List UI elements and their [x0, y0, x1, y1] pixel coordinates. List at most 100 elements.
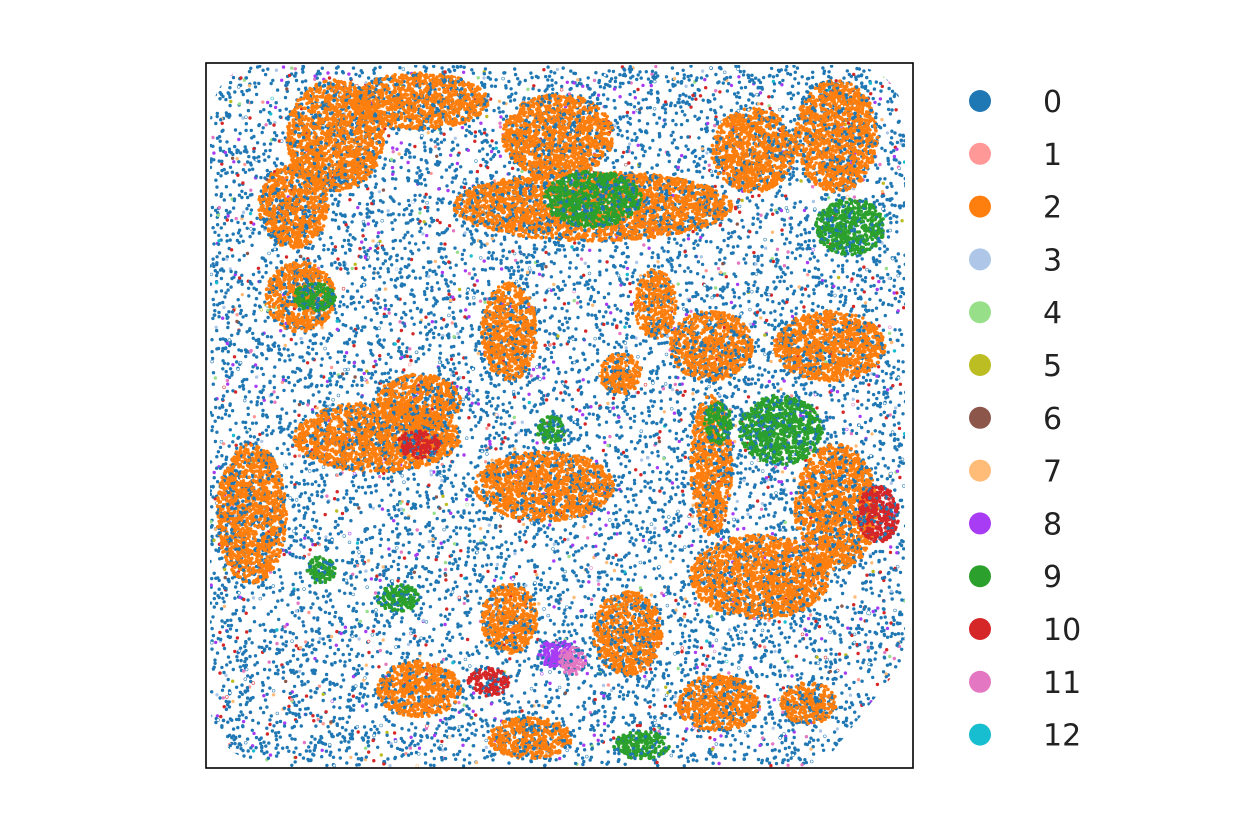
- point-cluster-0: [408, 155, 412, 159]
- point-cluster-0: [468, 408, 472, 412]
- point-cluster-0: [595, 375, 599, 380]
- point-cluster-0: [262, 152, 266, 156]
- point-cluster-6: [353, 375, 357, 379]
- point-cluster-0: [522, 691, 527, 695]
- point-cluster-0: [414, 613, 418, 617]
- point-cluster-0: [277, 617, 281, 622]
- point-cluster-0: [465, 227, 470, 231]
- point-cluster-0: [474, 589, 479, 593]
- point-cluster-10: [268, 722, 272, 727]
- point-cluster-0: [248, 654, 252, 659]
- point-cluster-10: [777, 620, 781, 624]
- point-cluster-8: [835, 390, 840, 394]
- point-cluster-0: [753, 349, 758, 353]
- point-cluster-0: [665, 462, 669, 466]
- point-cluster-0: [211, 615, 215, 619]
- point-cluster-0: [290, 430, 294, 434]
- point-cluster-0: [723, 756, 727, 760]
- point-cluster-0: [778, 669, 782, 673]
- point-cluster-10: [699, 646, 704, 650]
- point-cluster-0: [873, 657, 877, 661]
- point-cluster-0: [883, 177, 887, 181]
- point-cluster-0: [855, 627, 859, 631]
- point-cluster-0: [763, 622, 767, 626]
- point-cluster-0: [715, 628, 720, 632]
- point-cluster-0: [416, 742, 420, 746]
- point-cluster-0: [655, 121, 659, 125]
- point-cluster-0: [745, 482, 749, 486]
- point-cluster-0: [756, 286, 760, 291]
- point-cluster-0: [220, 454, 224, 458]
- point-cluster-10: [244, 611, 248, 615]
- point-cluster-0: [213, 591, 217, 595]
- point-cluster-0: [798, 254, 803, 258]
- point-cluster-0: [572, 734, 577, 738]
- point-cluster-0: [825, 193, 829, 197]
- point-cluster-0: [485, 722, 489, 726]
- point-cluster-0: [433, 325, 437, 330]
- point-cluster-0: [669, 576, 673, 580]
- point-cluster-0: [793, 256, 798, 261]
- point-cluster-0: [300, 683, 304, 687]
- point-cluster-0: [481, 157, 485, 162]
- point-cluster-8: [364, 629, 368, 634]
- point-cluster-0: [586, 302, 590, 306]
- point-cluster-0: [259, 366, 264, 371]
- point-cluster-0: [583, 519, 587, 523]
- point-cluster-12: [499, 576, 503, 580]
- point-cluster-0: [459, 65, 463, 69]
- point-cluster-3: [251, 596, 256, 600]
- point-cluster-0: [863, 174, 867, 179]
- point-cluster-0: [806, 243, 810, 248]
- point-cluster-0: [893, 632, 897, 637]
- point-cluster-0: [386, 538, 391, 542]
- point-cluster-0: [800, 75, 804, 79]
- point-cluster-0: [560, 75, 564, 80]
- point-cluster-0: [676, 446, 680, 451]
- point-cluster-0: [760, 198, 765, 203]
- point-cluster-0: [297, 712, 301, 716]
- point-cluster-0: [552, 622, 556, 626]
- point-cluster-0: [319, 715, 323, 719]
- point-cluster-10: [369, 298, 373, 302]
- point-cluster-0: [615, 562, 619, 567]
- point-cluster-0: [551, 527, 555, 531]
- point-cluster-0: [371, 475, 375, 479]
- point-cluster-8: [767, 379, 771, 384]
- point-cluster-0: [435, 516, 439, 521]
- point-cluster-0: [568, 261, 573, 265]
- point-cluster-0: [402, 283, 407, 287]
- point-cluster-0: [587, 412, 591, 416]
- point-cluster-8: [455, 161, 460, 166]
- point-cluster-0: [297, 482, 301, 486]
- point-cluster-0: [363, 478, 368, 482]
- point-cluster-0: [354, 609, 358, 614]
- point-cluster-0: [883, 557, 887, 561]
- point-cluster-0: [461, 695, 465, 700]
- point-cluster-0: [282, 388, 286, 393]
- point-cluster-0: [220, 688, 225, 692]
- point-cluster-0: [665, 646, 670, 651]
- point-cluster-0: [233, 90, 237, 94]
- point-cluster-0: [243, 191, 248, 196]
- point-cluster-0: [325, 339, 329, 343]
- point-cluster-0: [765, 285, 770, 290]
- point-cluster-0: [448, 535, 453, 539]
- point-cluster-6: [723, 518, 727, 523]
- point-cluster-10: [508, 657, 512, 661]
- point-cluster-3: [835, 727, 840, 731]
- point-cluster-0: [448, 561, 452, 565]
- plot-area: [205, 62, 914, 769]
- point-cluster-0: [261, 710, 266, 715]
- point-cluster-0: [345, 489, 349, 493]
- point-cluster-8: [439, 541, 443, 545]
- point-cluster-10: [758, 644, 762, 648]
- point-cluster-0: [237, 695, 241, 699]
- point-cluster-0: [798, 139, 803, 143]
- point-cluster-0: [440, 175, 444, 179]
- point-cluster-0: [727, 81, 731, 86]
- point-cluster-0: [510, 265, 514, 270]
- point-cluster-0: [900, 632, 904, 636]
- point-cluster-0: [499, 422, 503, 426]
- point-cluster-0: [226, 288, 230, 292]
